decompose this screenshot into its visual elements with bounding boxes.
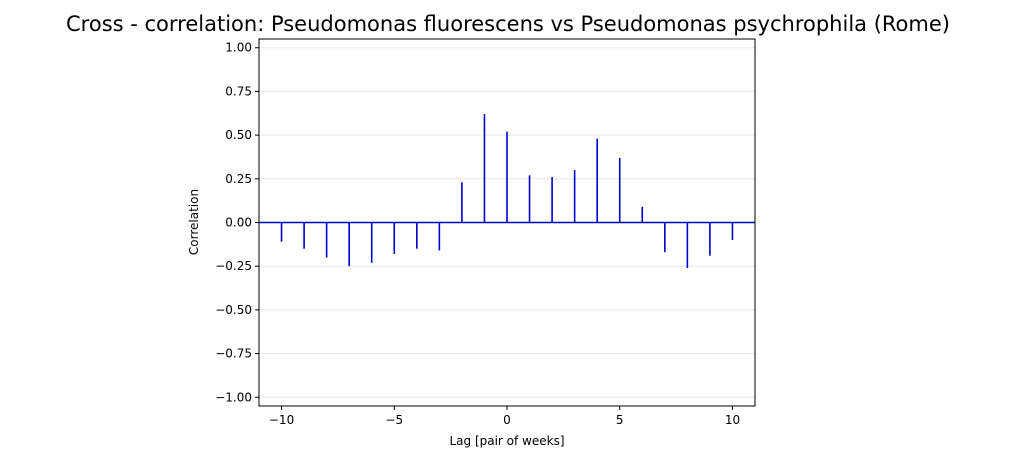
x-tick-label: −5 — [385, 413, 403, 427]
x-tick-label: 5 — [616, 413, 624, 427]
y-tick-label: 0.25 — [225, 172, 252, 186]
chart-title: Cross - correlation: Pseudomonas fluores… — [66, 12, 950, 36]
y-axis-ticks: −1.00 −0.75 −0.50 −0.25 0.00 0.25 0.50 0.75 1.00 — [215, 41, 259, 404]
y-tick-label: −1.00 — [215, 390, 252, 404]
x-axis-label: Lag [pair of weeks] — [449, 434, 564, 448]
y-tick-label: 0.75 — [225, 84, 252, 98]
y-tick-label: −0.75 — [215, 347, 252, 361]
y-tick-label: −0.25 — [215, 259, 252, 273]
x-axis-ticks: −10 −5 0 5 10 — [269, 406, 740, 427]
correlation-stems — [280, 114, 734, 268]
y-tick-label: −0.50 — [215, 303, 252, 317]
y-tick-label: 0.00 — [225, 216, 252, 230]
x-tick-label: 0 — [503, 413, 511, 427]
x-tick-label: 10 — [725, 413, 740, 427]
x-tick-label: −10 — [269, 413, 294, 427]
y-tick-label: 0.50 — [225, 128, 252, 142]
y-tick-label: 1.00 — [225, 41, 252, 55]
y-axis-label: Correlation — [187, 189, 201, 255]
